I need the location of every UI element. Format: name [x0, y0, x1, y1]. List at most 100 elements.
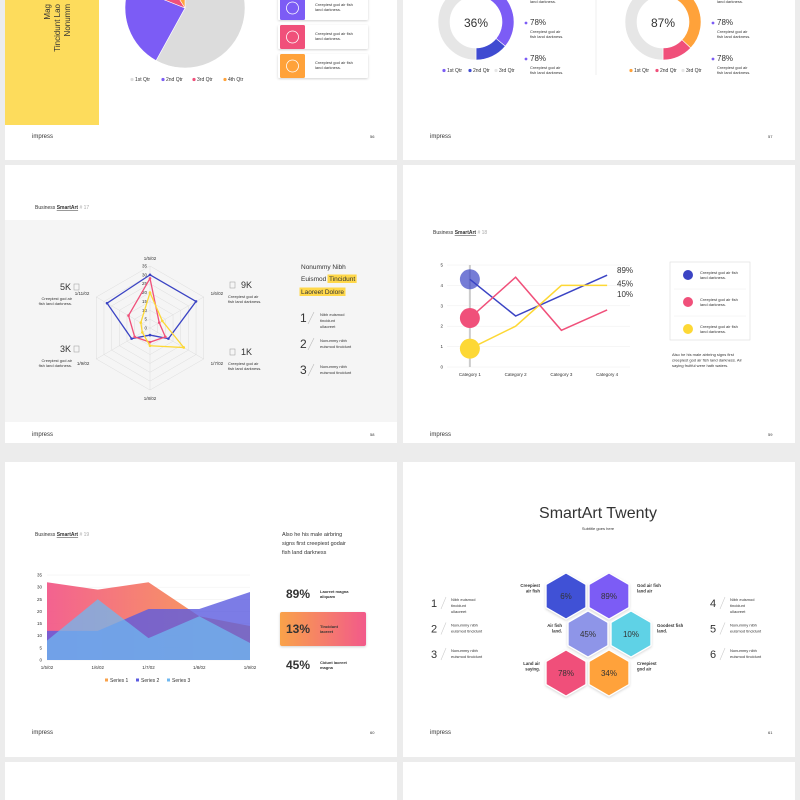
- axis-label: 1/5/02: [144, 256, 157, 261]
- legend-dot: [681, 68, 685, 73]
- stat-text: Cidunt laoreet magna: [320, 660, 348, 670]
- band: [5, 220, 397, 422]
- list-number: 2: [431, 624, 437, 636]
- list-text: Nibh euismod tincidunt ullaoreet: [730, 597, 754, 614]
- legend-dot: [683, 324, 693, 334]
- icon-box: [280, 25, 305, 49]
- item-value: 78%: [530, 54, 546, 63]
- icon-box: [280, 0, 305, 20]
- side-text: Mag: [43, 4, 52, 20]
- radar-point: [148, 340, 152, 344]
- legend-dot: [683, 270, 693, 280]
- axis-label: 1/8/02: [144, 396, 157, 401]
- item-text: land darkness.: [530, 0, 556, 4]
- page-number: 60: [370, 730, 375, 735]
- y-tick-label: 0: [39, 658, 42, 663]
- stat-text: Creepiest god air fish land darkness.: [228, 361, 261, 371]
- title-part: # 18: [476, 230, 487, 236]
- radar-point: [167, 337, 170, 340]
- item-value: 78%: [717, 18, 733, 27]
- slice: [163, 0, 186, 9]
- slide: [5, 762, 397, 800]
- highlight-card: [280, 612, 366, 646]
- title: SmartArt Twenty: [539, 505, 657, 522]
- slide: [403, 0, 795, 160]
- tick-label: 0: [144, 326, 147, 331]
- brand: impress: [430, 730, 451, 736]
- stat-value: 13%: [286, 622, 310, 636]
- legend-text: Creepiest god air fish land darkness.: [700, 324, 738, 334]
- series-dot: [459, 338, 480, 359]
- hex-label: God air fish land air: [637, 583, 661, 594]
- legend-dot: [223, 77, 227, 82]
- side-text: Tincidunt Lao: [53, 3, 62, 51]
- stat-text: Tincidunt laoreet: [320, 624, 339, 634]
- legend-label: 4th Qtr: [228, 77, 244, 83]
- spoke: [149, 327, 204, 360]
- legend-label: Series 3: [172, 678, 191, 684]
- subtitle: Subtitle goes here: [582, 526, 615, 531]
- axis-label: 1/7/02: [211, 361, 224, 366]
- legend-dot: [468, 68, 472, 73]
- hexagon: [545, 572, 587, 620]
- legend-label: 3rd Qtr: [197, 77, 213, 83]
- heading: Euismod: [301, 276, 327, 283]
- hex-value: 78%: [558, 669, 574, 678]
- tick-label: 25: [142, 281, 148, 286]
- series-label: 45%: [617, 279, 633, 288]
- x-tick-label: Category 4: [596, 372, 619, 377]
- title-part: Business: [433, 230, 455, 236]
- stat-icon: [229, 281, 236, 289]
- legend-label: 2nd Qtr: [660, 68, 677, 74]
- stat-icon: [73, 283, 80, 291]
- tick-label: 15: [142, 299, 148, 304]
- radar-point: [157, 321, 161, 324]
- legend-dot: [655, 68, 659, 73]
- slash: [440, 596, 447, 610]
- stat-value: 89%: [286, 587, 310, 601]
- page-number: 56: [370, 134, 375, 139]
- highlight: [299, 287, 346, 296]
- x-tick-label: 1/8/02: [193, 665, 206, 670]
- slash: [719, 596, 726, 610]
- heading: Laoreet Dolore: [301, 289, 344, 296]
- list-text: Nibh euismod tincidunt ullaoreet: [320, 312, 344, 329]
- hex-label: Creepiest god air: [637, 661, 657, 672]
- list-number: 1: [431, 598, 437, 610]
- item-text: Creepiest god air fish land darkness.: [717, 29, 750, 39]
- slice: [155, 0, 246, 69]
- slash: [719, 622, 726, 635]
- legend-label: 3rd Qtr: [686, 68, 702, 74]
- radar-point: [148, 291, 152, 294]
- slide: [403, 762, 795, 800]
- list-number: 3: [300, 363, 307, 377]
- y-tick-label: 1: [440, 344, 443, 349]
- line-series: [469, 276, 608, 332]
- spoke: [96, 327, 151, 360]
- tick-label: 30: [142, 272, 148, 277]
- hex-value: 89%: [601, 592, 617, 601]
- stat-text: Laoreet magna aliquam: [320, 589, 349, 599]
- hex-label: Air fish land.: [547, 623, 562, 634]
- radar-point: [148, 273, 152, 277]
- y-tick-label: 5: [440, 263, 443, 268]
- item-value: 78%: [530, 18, 546, 27]
- stat-value: 1K: [241, 347, 252, 357]
- legend-dot: [494, 68, 498, 73]
- radar-point: [141, 331, 144, 334]
- axis-label: 1/6/02: [211, 291, 224, 296]
- radar-point: [148, 333, 152, 337]
- legend-dot: [130, 77, 134, 82]
- brand: impress: [32, 134, 53, 140]
- list-text: Nonummy nibh euismod tincidunt: [730, 648, 762, 659]
- x-tick-label: Category 1: [459, 372, 482, 377]
- item-text: Creepiest god air fish land darkness.: [530, 29, 563, 39]
- title-part: Business: [35, 532, 57, 538]
- donut-label: 36%: [464, 16, 488, 30]
- radar-point: [133, 335, 136, 339]
- hex-value: 45%: [580, 630, 596, 639]
- title-part: SmartArt: [455, 230, 477, 236]
- slice: [124, 0, 186, 61]
- title-part: SmartArt: [57, 532, 79, 538]
